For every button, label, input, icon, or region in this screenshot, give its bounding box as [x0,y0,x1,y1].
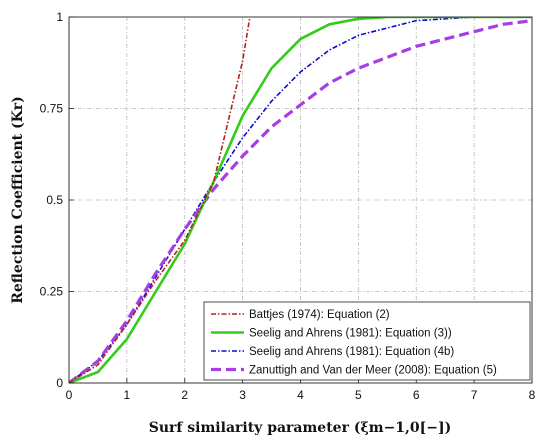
legend-label-0: Battjes (1974): Equation (2) [249,309,390,321]
series-line-1 [69,17,532,383]
legend-label-2: Seelig and Ahrens (1981): Equation (4b) [249,346,454,358]
axes [68,16,533,384]
series-line-3 [69,19,532,383]
legend: Battjes (1974): Equation (2) Seelig and A… [203,301,531,381]
x-tick-label: 3 [239,388,246,402]
x-tick-label: 0 [66,388,73,402]
x-tick-label: 6 [413,388,420,402]
y-tick-label: 1 [56,10,63,24]
legend-box [203,301,531,381]
y-axis-label: Reflection Coefficient (Kr) [10,96,26,304]
x-axis-label: Surf similarity parameter (ξm−1,0[−]) [149,420,452,436]
x-tick-label: 7 [471,388,478,402]
grid [69,17,532,383]
tick-labels: 0 1 2 3 4 5 6 7 8 0 0.25 0.5 0.75 1 [40,10,536,402]
x-tick-label: 4 [297,388,304,402]
y-tick-label: 0.75 [40,102,64,116]
y-tick-label: 0.25 [40,285,64,299]
legend-label-1: Seelig and Ahrens (1981): Equation (3)) [249,328,452,340]
y-tick-label: 0 [56,376,63,390]
series-line-0 [69,17,251,383]
x-tick-label: 2 [181,388,188,402]
x-tick-label: 1 [124,388,131,402]
x-tick-label: 8 [529,388,536,402]
y-tick-label: 0.5 [46,193,63,207]
axes-frame [68,16,533,384]
plot-area [69,17,532,383]
legend-label-3: Zanuttigh and Van der Meer (2008): Equat… [249,365,497,377]
x-tick-label: 5 [355,388,362,402]
